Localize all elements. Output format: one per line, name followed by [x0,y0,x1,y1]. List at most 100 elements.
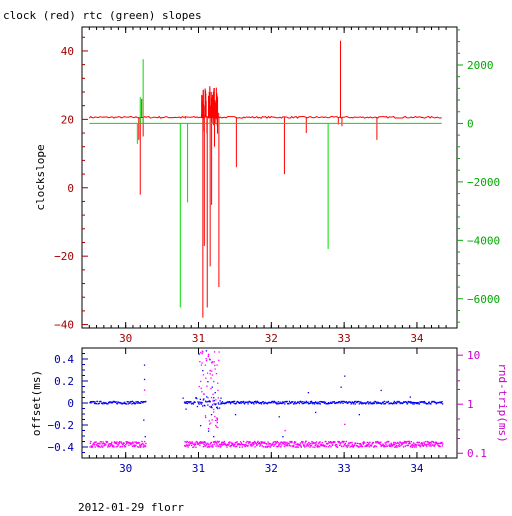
rndtrip-point [384,445,387,448]
offset-point [133,402,135,404]
rndtrip-point [325,440,327,443]
offset-outlier-point [207,381,209,383]
rndtrip-point [105,444,107,446]
offset-point [277,401,279,403]
rndtrip-point [198,442,200,444]
rndtrip-point [425,440,427,443]
rndtrip-point [108,445,111,448]
bottom-left-tick-label: 0.4 [54,353,74,366]
rndtrip-point [385,443,387,446]
rndtrip-point [345,445,347,447]
rndtrip-noise-point [215,399,217,401]
rndtrip-point [265,445,267,448]
offset-point [250,402,253,404]
top-left-tick-label: −20 [54,250,74,263]
offset-point [334,402,337,404]
rndtrip-point [206,446,209,448]
rndtrip-point [143,444,145,446]
rndtrip-point [236,444,239,446]
bottom-x-tick-label: 34 [410,462,424,475]
rndtrip-point [292,445,295,448]
rndtrip-point [396,446,398,448]
rndtrip-point [220,445,222,447]
rndtrip-noise-point [213,351,216,353]
rndtrip-point [422,443,424,445]
rndtrip-point [413,444,415,447]
rndtrip-point [427,441,429,443]
rndtrip-point [226,446,228,448]
offset-point [435,401,437,403]
rndtrip-point [187,446,189,448]
offset-point [250,401,252,404]
offset-point [372,402,374,404]
rndtrip-point [137,441,140,444]
offset-point [416,402,418,404]
offset-point [228,402,230,404]
rndtrip-point [395,443,397,445]
offset-point [272,402,274,404]
rndtrip-noise-point [215,373,218,375]
rndtrip-noise-point [201,362,203,364]
rndtrip-noise-point [208,358,211,360]
rndtrip-point [288,444,291,447]
rndtrip-point [260,442,263,444]
rndtrip-point [195,446,197,448]
rndtrip-point [266,446,268,448]
offset-point [312,403,314,405]
rndtrip-noise-point [202,374,205,376]
offset-point [340,402,342,404]
offset-point [260,403,263,405]
rndtrip-point [388,444,390,446]
rndtrip-point [343,440,345,443]
offset-outlier-point [282,436,284,438]
rndtrip-point [142,446,144,448]
offset-point [365,403,367,405]
rndtrip-point [329,441,331,444]
rndtrip-point [138,442,141,444]
rndtrip-point [288,443,290,445]
offset-point [208,401,210,403]
offset-point [231,401,233,403]
rndtrip-outlier-point [143,389,146,391]
rndtrip-point [394,446,396,448]
offset-point [402,402,404,404]
rndtrip-noise-point [210,388,212,390]
rndtrip-point [259,445,261,447]
rndtrip-point [133,445,136,448]
offset-point [409,401,411,403]
rndtrip-point [435,443,437,445]
offset-point [355,400,357,403]
rndtrip-point [343,445,345,447]
offset-point [393,400,395,403]
offset-point [137,401,139,403]
rndtrip-point [412,445,414,447]
offset-point [131,400,134,402]
rndtrip-point [250,443,253,445]
rndtrip-point [144,446,146,448]
offset-point [102,403,104,405]
rndtrip-point [97,446,99,448]
offset-point [184,402,186,404]
rndtrip-point [189,441,191,443]
rndtrip-point [400,444,402,447]
rndtrip-point [143,445,145,447]
rndtrip-point [98,446,101,448]
offset-point [100,400,102,403]
rndtrip-point [314,446,316,448]
offset-point [351,402,353,404]
offset-point [330,401,332,403]
offset-point [290,402,292,404]
rndtrip-point [297,446,299,448]
rndtrip-point [334,441,336,443]
rndtrip-point [289,440,292,443]
rndtrip-noise-point [211,419,213,421]
rndtrip-point [134,445,137,447]
rndtrip-point [99,441,102,443]
offset-point [440,401,442,403]
rndtrip-point [329,444,331,447]
bottom-x-tick-label: 32 [265,462,278,475]
rndtrip-point [362,442,364,444]
offset-point [430,401,433,403]
offset-point [213,397,215,399]
offset-point [283,401,285,403]
